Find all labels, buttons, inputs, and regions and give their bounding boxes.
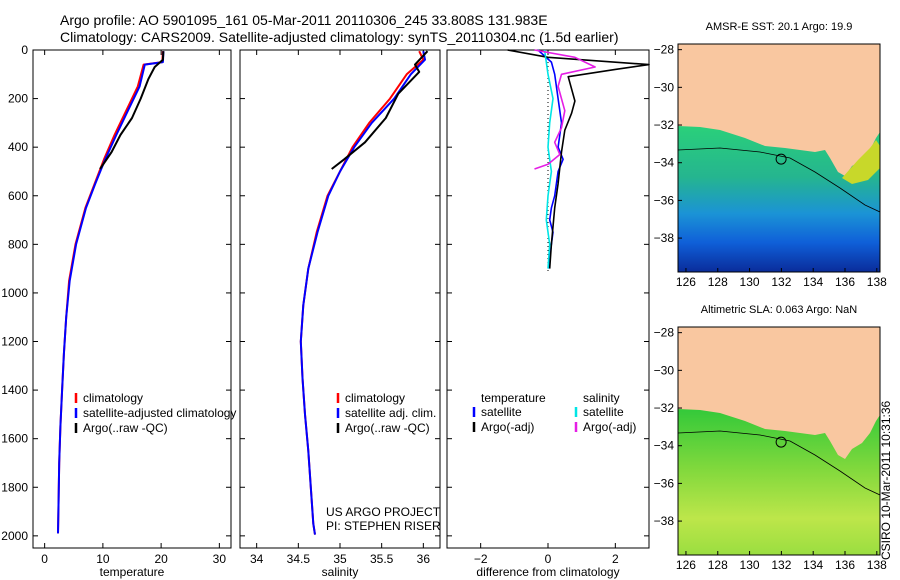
sal-xlabel: salinity [322,565,359,579]
salinity-panel: 34 34.5 35 35.5 36 salinity climatologysatelli… [239,49,441,579]
sal-annotation-text: PI: STEPHEN RISER [326,519,441,533]
sst-ytick-label: −36 [654,193,675,207]
temp-ytick-label: 200 [8,92,28,106]
sla-ytick-label: −36 [654,476,675,490]
sla-map-title: Altimetric SLA: 0.063 Argo: NaN [701,304,858,316]
diff-xlabel: difference from climatology [476,565,619,579]
sla-ytick-label: −30 [654,363,675,377]
sla-map-ocean [678,409,880,555]
diff-xtick-label: 2 [612,552,619,566]
sal-xtick-label: 34.5 [287,552,311,566]
diff-xtick-label: −2 [474,552,488,566]
sla-xtick-label: 134 [803,558,823,572]
temp-series-line [99,51,165,170]
temp-series-line [57,51,165,534]
sst-xtick-label: 126 [676,275,696,289]
sst-xtick-label: 128 [708,275,728,289]
diff-legend-header: temperature [481,391,546,405]
temp-xtick-label: 20 [154,552,168,566]
sst-ytick-label: −32 [654,118,675,132]
sla-ytick-label: −32 [654,401,675,415]
sst-xtick-label: 138 [867,275,887,289]
temp-xtick-label: 0 [41,552,48,566]
sst-xtick-label: 130 [740,275,760,289]
sla-map: Altimetric SLA: 0.063 Argo: NaN 126 128 130… [654,304,888,572]
diff-legend-label: Argo(-adj) [481,420,534,434]
temp-ytick-label: 400 [8,140,28,154]
sst-isobath [678,147,880,213]
temp-legend-label: Argo(..raw -QC) [83,421,168,435]
sst-ytick-label: −34 [654,156,675,170]
sal-legend-label: climatology [345,391,405,405]
temp-xtick-label: 30 [213,552,227,566]
temp-ytick-label: 800 [8,237,28,251]
sal-xtick-label: 34 [250,552,264,566]
diff-series-line [507,49,650,269]
sla-isobath [678,430,880,496]
temperature-plot-frame [32,49,232,549]
temperature-panel: 0 10 20 30 0 200 400 600 800 1000 1200 1400 1600 1800… [1,43,236,579]
sla-xtick-label: 128 [708,558,728,572]
temp-ytick-label: 0 [21,43,28,57]
chart-title-line2: Climatology: CARS2009. Satellite-adjuste… [60,29,619,45]
sla-xtick-label: 132 [771,558,791,572]
difference-plot-frame [446,49,650,549]
sla-float-marker [775,436,787,448]
diff-xtick-label: 0 [545,552,552,566]
diff-legend-header: salinity [583,391,620,405]
sst-gulf-warm [842,140,880,184]
sst-xtick-label: 134 [803,275,823,289]
sal-legend-label: satellite adj. clim. [345,406,436,420]
temp-ytick-label: 1200 [1,335,28,349]
temp-ytick-label: 1600 [1,432,28,446]
salinity-plot-frame [239,49,441,549]
temp-ytick-label: 1000 [1,286,28,300]
temp-xtick-label: 10 [96,552,110,566]
sal-xtick-label: 36 [417,552,431,566]
sst-ytick-label: −28 [654,43,675,57]
sla-xtick-label: 130 [740,558,760,572]
chart-title-line1: Argo profile: AO 5901095_161 05-Mar-2011… [60,12,548,28]
sst-ytick-label: −30 [654,80,675,94]
timestamp-stamp: CSIRO 10-Mar-2011 10:31:36 [879,400,893,560]
sla-map-frame [677,326,881,556]
sst-map-ocean [678,126,880,272]
sal-series-line [331,50,429,170]
temp-ytick-label: 1800 [1,480,28,494]
diff-legend-label: satellite [481,405,522,419]
sal-annotation-text: US ARGO PROJECT [326,505,441,519]
sal-xtick-label: 35 [333,552,347,566]
sst-xtick-label: 136 [835,275,855,289]
diff-legend-label: satellite [583,405,624,419]
sla-xtick-label: 126 [676,558,696,572]
sst-map-frame [677,43,881,273]
diff-legend-label: Argo(-adj) [583,420,636,434]
sla-ytick-label: −34 [654,439,675,453]
temp-xlabel: temperature [100,565,165,579]
temp-legend-label: climatology [83,391,143,405]
sla-ytick-label: −28 [654,326,675,340]
sal-legend-label: Argo(..raw -QC) [345,421,430,435]
diff-series-line [534,49,596,170]
temp-ytick-label: 2000 [1,529,28,543]
sst-map-title: AMSR-E SST: 20.1 Argo: 19.9 [706,21,853,33]
sst-xtick-label: 132 [771,275,791,289]
sst-float-marker [775,153,787,165]
temp-ytick-label: 1400 [1,383,28,397]
sla-xtick-label: 136 [835,558,855,572]
sla-ytick-label: −38 [654,514,675,528]
diff-series-line [543,49,554,269]
sst-map: AMSR-E SST: 20.1 Argo: 19.9 126 128 130 132 1… [654,21,888,289]
sal-xtick-label: 35.5 [370,552,394,566]
sla-xtick-label: 138 [867,558,887,572]
temp-ytick-label: 600 [8,189,28,203]
sst-ytick-label: −38 [654,231,675,245]
temp-legend-label: satellite-adjusted climatology [83,406,236,420]
